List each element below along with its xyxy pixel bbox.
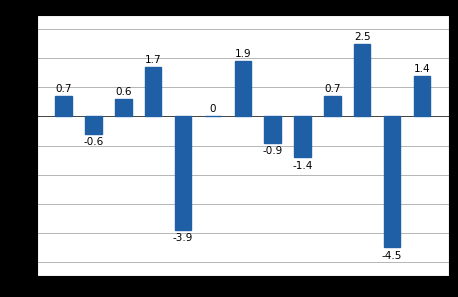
Bar bbox=[115, 99, 131, 116]
Bar bbox=[264, 116, 281, 143]
Text: -1.4: -1.4 bbox=[292, 161, 313, 171]
Text: 1.4: 1.4 bbox=[414, 64, 430, 74]
Bar bbox=[85, 116, 102, 134]
Text: -3.9: -3.9 bbox=[173, 233, 193, 243]
Bar bbox=[234, 61, 251, 116]
Text: 1.9: 1.9 bbox=[234, 49, 251, 59]
Text: 2.5: 2.5 bbox=[354, 31, 371, 42]
Text: 0: 0 bbox=[210, 104, 216, 114]
Bar bbox=[354, 44, 371, 116]
Bar bbox=[175, 116, 191, 230]
Text: 0.7: 0.7 bbox=[324, 84, 341, 94]
Text: 0.6: 0.6 bbox=[115, 87, 131, 97]
Bar bbox=[55, 96, 72, 116]
Text: -0.9: -0.9 bbox=[262, 146, 283, 156]
Bar bbox=[145, 67, 161, 116]
Bar bbox=[384, 116, 400, 247]
Text: -0.6: -0.6 bbox=[83, 138, 104, 147]
Bar bbox=[414, 76, 430, 116]
Bar bbox=[324, 96, 341, 116]
Text: 1.7: 1.7 bbox=[145, 55, 162, 65]
Bar bbox=[294, 116, 311, 157]
Text: 0.7: 0.7 bbox=[55, 84, 72, 94]
Text: -4.5: -4.5 bbox=[382, 251, 402, 261]
